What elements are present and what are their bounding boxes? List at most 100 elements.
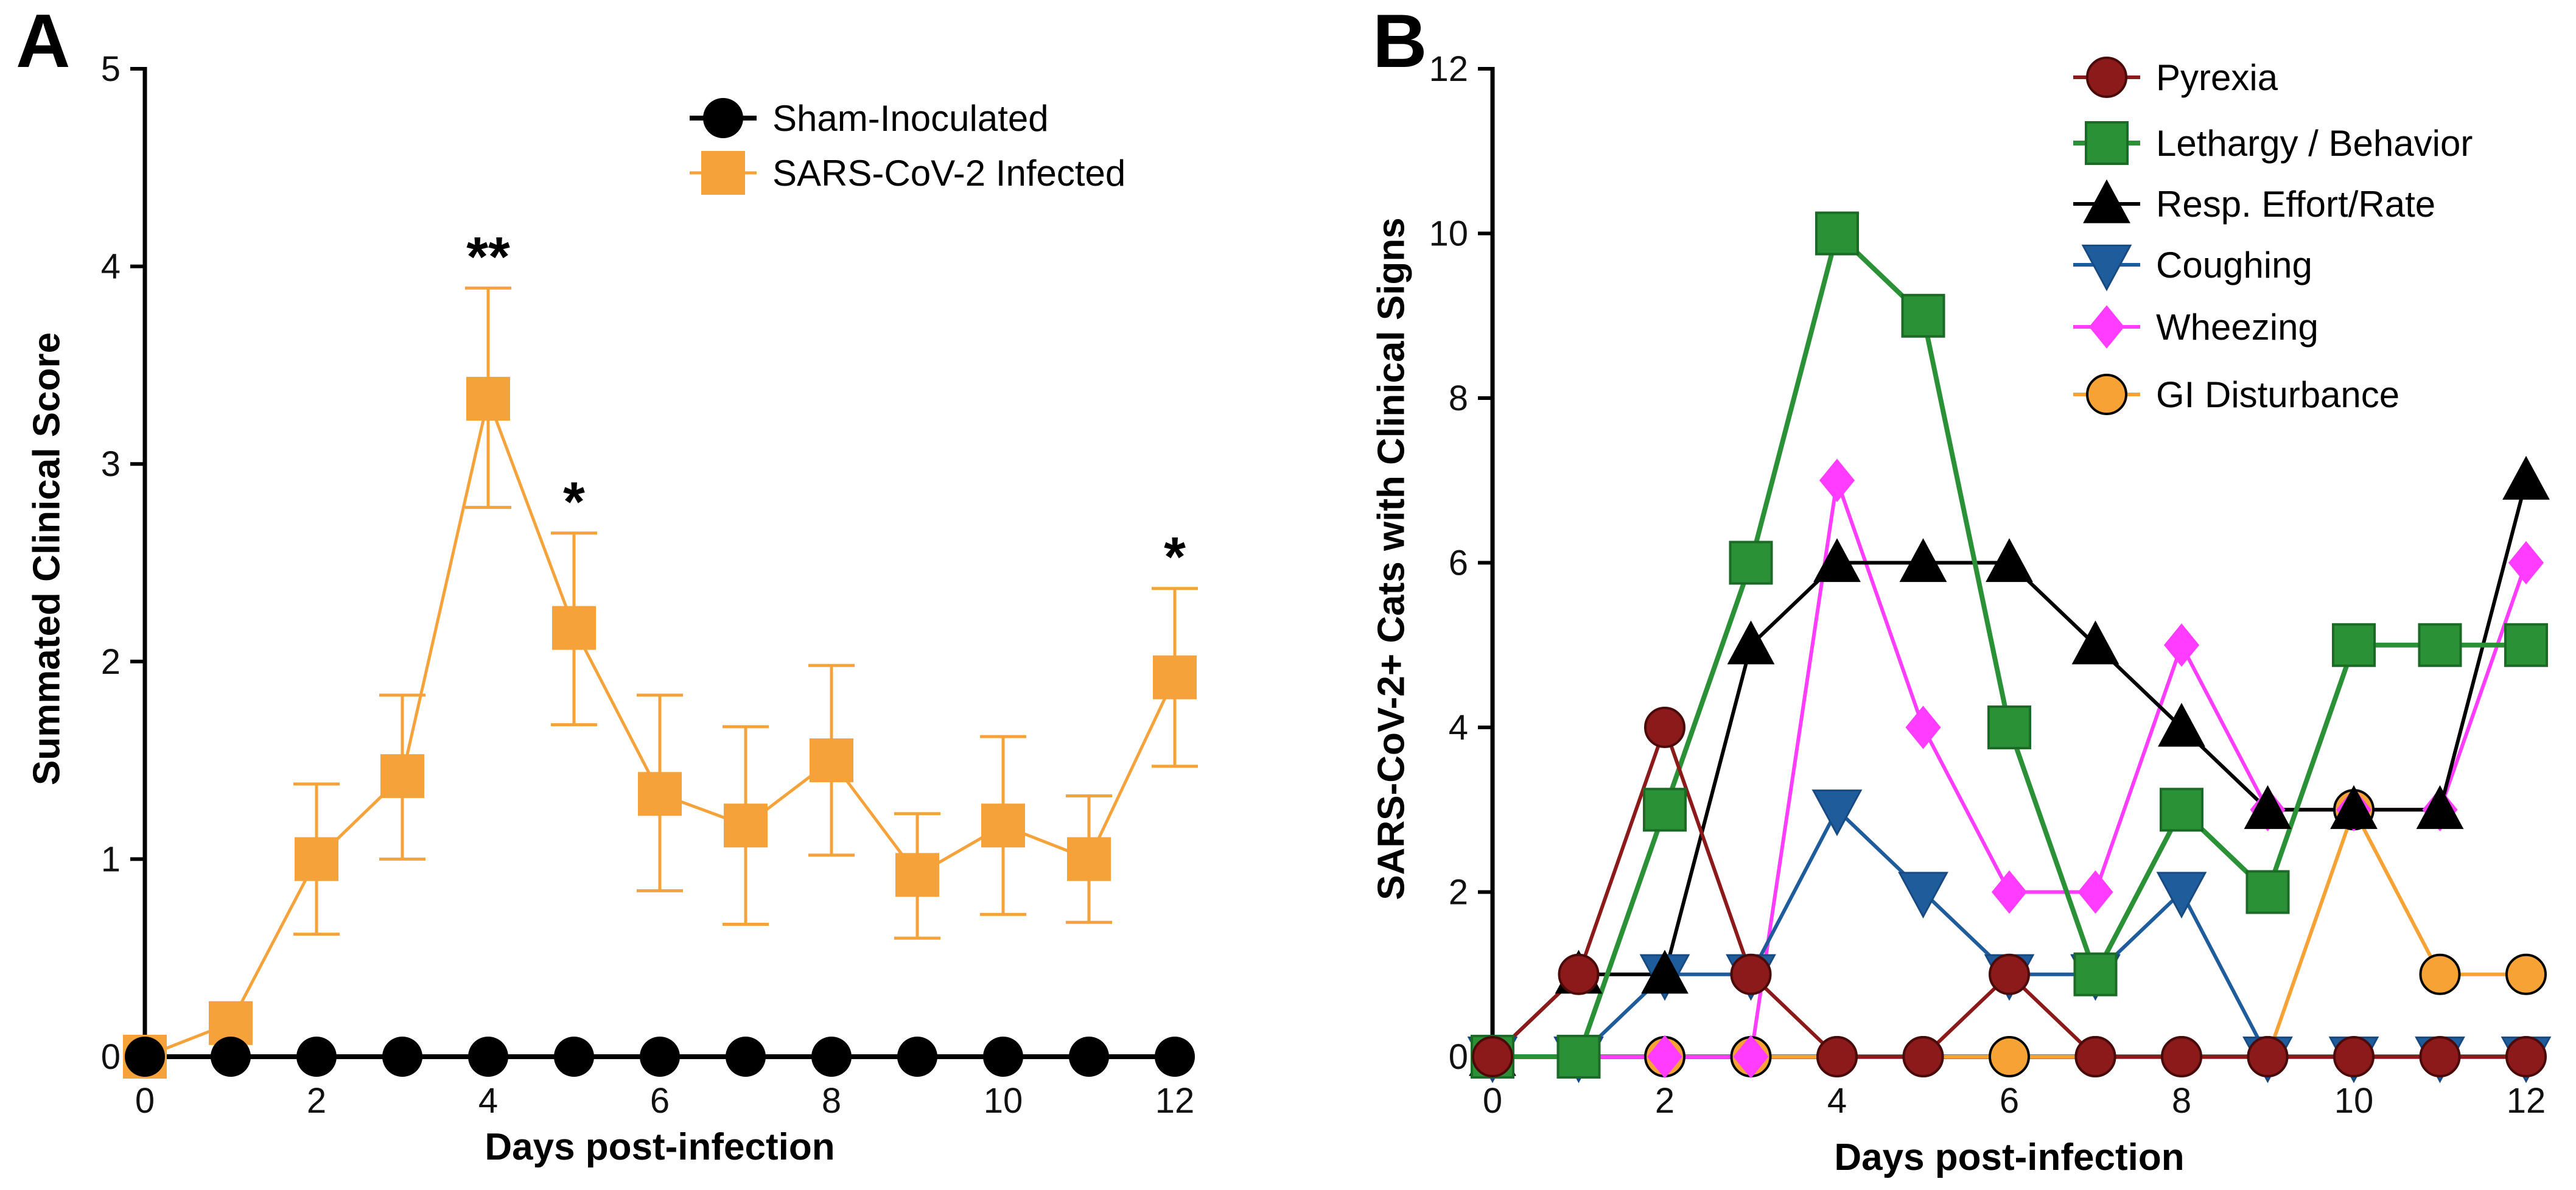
legend-a: Sham-Inoculated SARS-CoV-2 Infected xyxy=(690,98,1125,195)
panel-b-point-pyrexia-day-6 xyxy=(1989,953,2030,995)
panel-b-point-wheezing-day-7 xyxy=(2077,870,2113,914)
panel-a-y-tick-label: 4 xyxy=(101,247,121,287)
legend-marker-resp-effort-rate xyxy=(2083,179,2130,223)
panel-b-point-wheezing-day-4 xyxy=(1819,458,1855,502)
panel-b-point-gi-disturbance-day-6 xyxy=(1989,1036,2030,1077)
panel-b-point-lethargy-behavior-day-2 xyxy=(1643,788,1687,832)
panel-b-y-tick-label: 10 xyxy=(1429,214,1468,254)
panel-b-point-pyrexia-day-1 xyxy=(1558,953,1600,995)
panel-b-point-pyrexia-day-8 xyxy=(2161,1036,2202,1077)
y-axis-title-a: Summated Clinical Score xyxy=(26,332,68,785)
panel-b-point-resp-effort-rate-day-10 xyxy=(2330,785,2378,829)
legend-marker-pyrexia xyxy=(2086,57,2127,98)
panel-b-y-tick-label: 4 xyxy=(1449,708,1468,747)
panel-b-point-lethargy-behavior-day-8 xyxy=(2160,788,2203,832)
panel-a-point-sham-inoculated-day-10 xyxy=(983,1037,1023,1077)
panel-a-y-tick-label: 5 xyxy=(101,49,121,89)
panel-a-point-sham-inoculated-day-2 xyxy=(296,1037,337,1077)
panel-b-point-pyrexia-day-9 xyxy=(2247,1036,2289,1077)
panel-b-point-pyrexia-day-12 xyxy=(2505,1036,2547,1077)
panel-a-point-sham-inoculated-day-9 xyxy=(897,1037,937,1077)
panel-a-point-sham-inoculated-day-0 xyxy=(125,1037,165,1077)
panel-label-a: A xyxy=(16,0,71,83)
panel-b-point-resp-effort-rate-day-9 xyxy=(2244,785,2292,829)
panel-b-point-resp-effort-rate-day-4 xyxy=(1813,538,1861,583)
panel-a-significance-annotation: * xyxy=(1164,527,1186,589)
panel-label-b: B xyxy=(1373,0,1427,83)
panel-a-point-sham-inoculated-day-12 xyxy=(1155,1037,1195,1077)
panel-b-point-resp-effort-rate-day-11 xyxy=(2416,785,2464,829)
panel-b-x-tick-label: 12 xyxy=(2507,1081,2546,1121)
panel-a-point-sham-inoculated-day-5 xyxy=(554,1037,594,1077)
panel-b-point-pyrexia-day-7 xyxy=(2074,1036,2116,1077)
y-axis-title-b: SARS-CoV-2+ Cats with Clinical Signs xyxy=(1370,217,1412,900)
legend-marker-sars-cov-2-infected xyxy=(701,151,745,195)
x-axis-title-b: Days post-infection xyxy=(1834,1136,2184,1178)
panel-a-point-sham-inoculated-day-7 xyxy=(726,1037,766,1077)
panel-b-y-tick-label: 2 xyxy=(1449,873,1468,912)
panel-a-point-sars-cov-2-infected-day-5 xyxy=(552,606,596,650)
legend-marker-coughing xyxy=(2081,244,2132,292)
legend-label-wheezing: Wheezing xyxy=(2156,307,2319,348)
panel-a-point-sars-cov-2-infected-day-2 xyxy=(295,837,338,881)
panel-a-y-tick-label: 2 xyxy=(101,642,121,682)
panel-b-y-tick-label: 0 xyxy=(1449,1037,1468,1077)
panel-b-x-tick-label: 6 xyxy=(2000,1081,2019,1121)
panel-b-point-resp-effort-rate-day-12 xyxy=(2502,455,2550,500)
panel-b-point-pyrexia-day-0 xyxy=(1472,1036,1513,1077)
legend-marker-sham-inoculated xyxy=(703,98,743,138)
panel-b-point-wheezing-day-3 xyxy=(1733,1035,1769,1079)
panel-b-y-tick-label: 8 xyxy=(1449,379,1468,418)
panel-b-point-wheezing-day-5 xyxy=(1905,705,1941,749)
panel-a-point-sars-cov-2-infected-day-4 xyxy=(466,377,510,421)
panel-a-y-tick-label: 0 xyxy=(101,1037,121,1077)
legend-label-gi-disturbance: GI Disturbance xyxy=(2156,374,2399,415)
legend-label-sars-cov-2-infected: SARS-CoV-2 Infected xyxy=(772,153,1125,194)
panel-a-x-tick-label: 8 xyxy=(822,1081,841,1121)
panel-b-point-pyrexia-day-3 xyxy=(1730,953,1772,995)
panel-b-x-tick-label: 8 xyxy=(2172,1081,2191,1121)
panel-a-point-sham-inoculated-day-6 xyxy=(640,1037,680,1077)
panel-b-x-tick-label: 10 xyxy=(2334,1081,2374,1121)
legend-marker-lethargy-behavior xyxy=(2085,121,2129,165)
legend-marker-wheezing xyxy=(2088,305,2125,349)
panel-b-point-wheezing-day-2 xyxy=(1647,1035,1683,1079)
panel-a-x-tick-label: 0 xyxy=(135,1081,155,1121)
panel-b-y-tick-label: 6 xyxy=(1449,544,1468,583)
panel-b-point-lethargy-behavior-day-5 xyxy=(1901,293,1945,338)
panel-b-point-lethargy-behavior-day-4 xyxy=(1815,211,1859,256)
panel-b-point-resp-effort-rate-day-6 xyxy=(1986,538,2033,583)
panel-a-x-tick-label: 10 xyxy=(984,1081,1023,1121)
panel-b-point-coughing-day-4 xyxy=(1811,789,1863,836)
panel-b-point-pyrexia-day-10 xyxy=(2333,1036,2375,1077)
panel-a: A Summated Clinical Score Days post-infe… xyxy=(16,0,1198,1168)
panel-a-point-sham-inoculated-day-1 xyxy=(211,1037,251,1077)
legend-label-coughing: Coughing xyxy=(2156,245,2312,285)
legend-label-pyrexia: Pyrexia xyxy=(2156,57,2278,98)
panel-a-point-sham-inoculated-day-11 xyxy=(1069,1037,1109,1077)
panel-b-y-tick-label: 12 xyxy=(1429,49,1468,89)
panel-b-point-pyrexia-day-11 xyxy=(2419,1036,2461,1077)
panel-b-point-pyrexia-day-5 xyxy=(1902,1036,1944,1077)
panel-b-point-lethargy-behavior-day-6 xyxy=(1987,705,2031,749)
panel-a-point-sars-cov-2-infected-day-6 xyxy=(638,772,682,816)
panel-b-point-lethargy-behavior-day-7 xyxy=(2073,952,2118,996)
x-axis-title-a: Days post-infection xyxy=(485,1126,835,1168)
panel-b-x-tick-label: 0 xyxy=(1483,1081,1502,1121)
panel-b-point-coughing-day-5 xyxy=(1898,872,1948,919)
panel-b-point-wheezing-day-12 xyxy=(2508,541,2544,585)
panel-a-point-sham-inoculated-day-4 xyxy=(468,1037,508,1077)
panel-a-significance-annotation: ** xyxy=(466,226,510,288)
panel-a-point-sars-cov-2-infected-day-3 xyxy=(380,754,424,799)
panel-a-point-sham-inoculated-day-3 xyxy=(382,1037,422,1077)
panel-a-x-tick-label: 2 xyxy=(307,1081,326,1121)
panel-a-point-sars-cov-2-infected-day-10 xyxy=(981,803,1025,848)
panel-b-point-wheezing-day-6 xyxy=(1991,870,2028,914)
panel-b-point-lethargy-behavior-day-12 xyxy=(2504,623,2548,667)
panel-a-point-sars-cov-2-infected-day-7 xyxy=(724,803,768,848)
panel-b: B SARS-CoV-2+ Cats with Clinical Signs D… xyxy=(1370,0,2552,1178)
panel-b-point-wheezing-day-8 xyxy=(2163,623,2200,667)
